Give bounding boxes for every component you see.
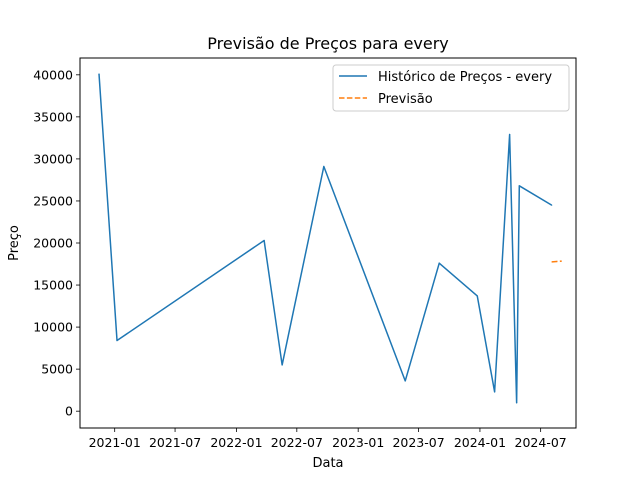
x-tick-label: 2024-07 [515,435,567,450]
x-tick-label: 2021-01 [89,435,141,450]
y-tick-label: 30000 [33,151,73,166]
data-point-1-0 [551,261,553,263]
data-point-0-4 [323,165,325,168]
x-tick-label: 2023-01 [332,435,384,450]
data-point-1-2 [560,260,562,262]
legend-label-previsao: Previsão [378,92,433,107]
data-point-0-6 [438,262,440,264]
y-tick-label: 40000 [33,67,73,82]
x-tick-label: 2024-01 [454,435,506,450]
x-tick-label: 2022-07 [271,435,323,450]
data-point-0-11 [518,185,520,187]
data-point-0-12 [551,204,553,206]
data-point-0-2 [263,239,265,242]
data-point-0-0 [98,73,100,75]
data-point-1-1 [556,260,558,263]
data-point-0-8 [494,391,496,393]
data-point-0-1 [116,339,118,342]
legend: Histórico de Preços - every Previsão [332,64,570,112]
series-layer [98,73,562,404]
y-tick-label: 5000 [41,362,73,377]
y-tick-label: 20000 [33,236,73,251]
data-point-0-5 [404,380,406,382]
legend-label-historico: Histórico de Preços - every [378,70,552,85]
y-axis: 0 5000 10000 15000 20000 25000 30000 35000 40000 [33,67,80,419]
y-tick-label: 15000 [33,278,73,293]
y-tick-label: 10000 [33,320,73,335]
data-point-0-3 [281,364,283,366]
data-point-0-10 [516,402,518,404]
y-tick-label: 0 [65,404,73,419]
legend-box [332,64,570,112]
y-axis-label: Preço [7,225,22,261]
data-point-0-7 [476,295,478,297]
x-axis: 2021-01 2021-07 2022-01 2022-07 2023-01 2023-… [89,428,567,450]
x-tick-label: 2022-01 [210,435,262,450]
x-tick-label: 2023-07 [392,435,444,450]
y-tick-label: 35000 [33,109,73,124]
x-tick-label: 2021-07 [149,435,201,450]
x-axis-label: Data [312,456,343,471]
chart-title: Previsão de Preços para every [207,34,449,53]
y-tick-label: 25000 [33,193,73,208]
data-point-0-9 [509,133,511,136]
